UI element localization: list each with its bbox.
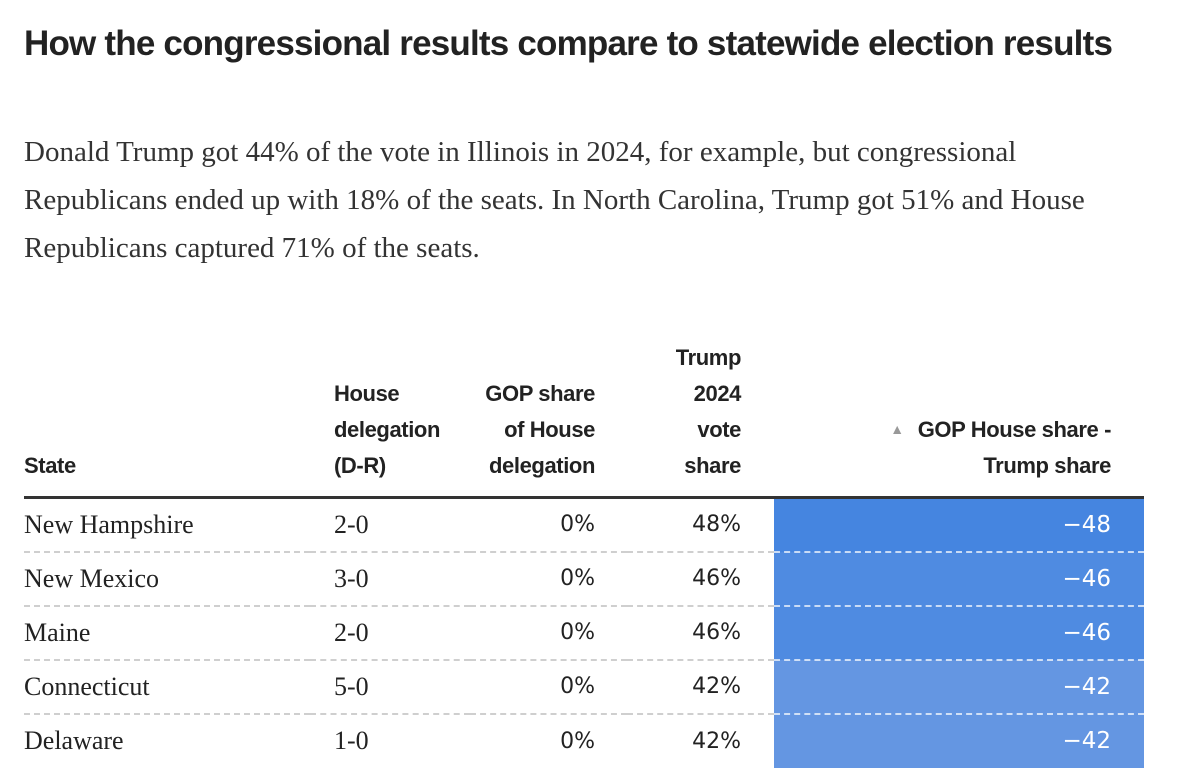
trump-share-cell: 48% (627, 497, 774, 553)
column-header-state[interactable]: State (24, 340, 310, 499)
table-row: New Hampshire 2-0 0% 48% −48 (24, 497, 1144, 553)
state-cell: Delaware (24, 726, 124, 755)
column-header-line: share (684, 453, 741, 478)
gop-share-cell: 0% (470, 551, 627, 607)
delegation-cell: 5-0 (310, 659, 470, 715)
column-header-line: delegation (334, 417, 441, 442)
table-row: Maine 2-0 0% 46% −46 (24, 605, 1144, 661)
gop-share-cell: 0% (470, 497, 627, 553)
results-table: State House delegation (D-R) GOP share of H… (24, 340, 1144, 768)
delegation-cell: 2-0 (310, 605, 470, 661)
state-cell: New Mexico (24, 551, 310, 607)
delegation-cell: 1-0 (334, 726, 369, 755)
trump-share-cell: 46% (627, 551, 774, 607)
table-body: New Hampshire 2-0 0% 48% −48 New Mexico 3-0 0% 4… (24, 497, 1144, 768)
state-cell: Maine (24, 605, 310, 661)
delegation-cell: 2-0 (310, 497, 470, 553)
column-header-line: State (24, 453, 76, 478)
column-header-gop-share[interactable]: GOP share of House delegation (470, 340, 627, 499)
state-cell: New Hampshire (24, 497, 310, 553)
state-cell: Connecticut (24, 659, 310, 715)
difference-cell: −46 (774, 605, 1144, 661)
table-row: Connecticut 5-0 0% 42% −42 (24, 659, 1144, 715)
gop-share-cell: 0% (470, 605, 627, 661)
column-header-delegation[interactable]: House delegation (D-R) (310, 340, 470, 499)
chart-title: How the congressional results compare to… (24, 24, 1113, 63)
column-header-line: (D-R) (334, 453, 386, 478)
delegation-cell: 3-0 (310, 551, 470, 607)
column-header-line: House (334, 381, 400, 406)
trump-share-cell: 46% (627, 605, 774, 661)
table-row: Delaware 1-0 0% 42% −42 (24, 713, 1144, 768)
column-header-line: Trump share (983, 453, 1111, 478)
chart-subtitle: Donald Trump got 44% of the vote in Illi… (24, 136, 1085, 264)
column-header-line: GOP share (485, 381, 595, 406)
column-header-difference[interactable]: ▲ GOP House share - Trump share (774, 340, 1144, 499)
table-header-row: State House delegation (D-R) GOP share of H… (24, 340, 1144, 499)
column-header-line: delegation (488, 453, 595, 478)
column-header-text: GOP House share - (917, 417, 1112, 442)
column-header-line: 2024 (693, 381, 742, 406)
sort-ascending-icon[interactable]: ▲ (890, 421, 904, 437)
gop-share-cell: 0% (470, 659, 627, 715)
column-header-line: ▲ GOP House share - (774, 411, 1111, 448)
trump-share-cell: 42% (627, 659, 774, 715)
column-header-line: of House (504, 417, 595, 442)
table-row: New Mexico 3-0 0% 46% −46 (24, 551, 1144, 607)
difference-cell: −42 (774, 659, 1144, 715)
trump-share-cell: 42% (692, 728, 741, 754)
column-header-trump-share[interactable]: Trump 2024 vote share (627, 340, 774, 499)
difference-cell: −42 (774, 713, 1144, 768)
difference-cell: −48 (774, 497, 1144, 553)
difference-cell: −46 (774, 551, 1144, 607)
column-header-line: vote (697, 417, 741, 442)
gop-share-cell: 0% (560, 728, 595, 754)
column-header-line: Trump (675, 345, 742, 370)
